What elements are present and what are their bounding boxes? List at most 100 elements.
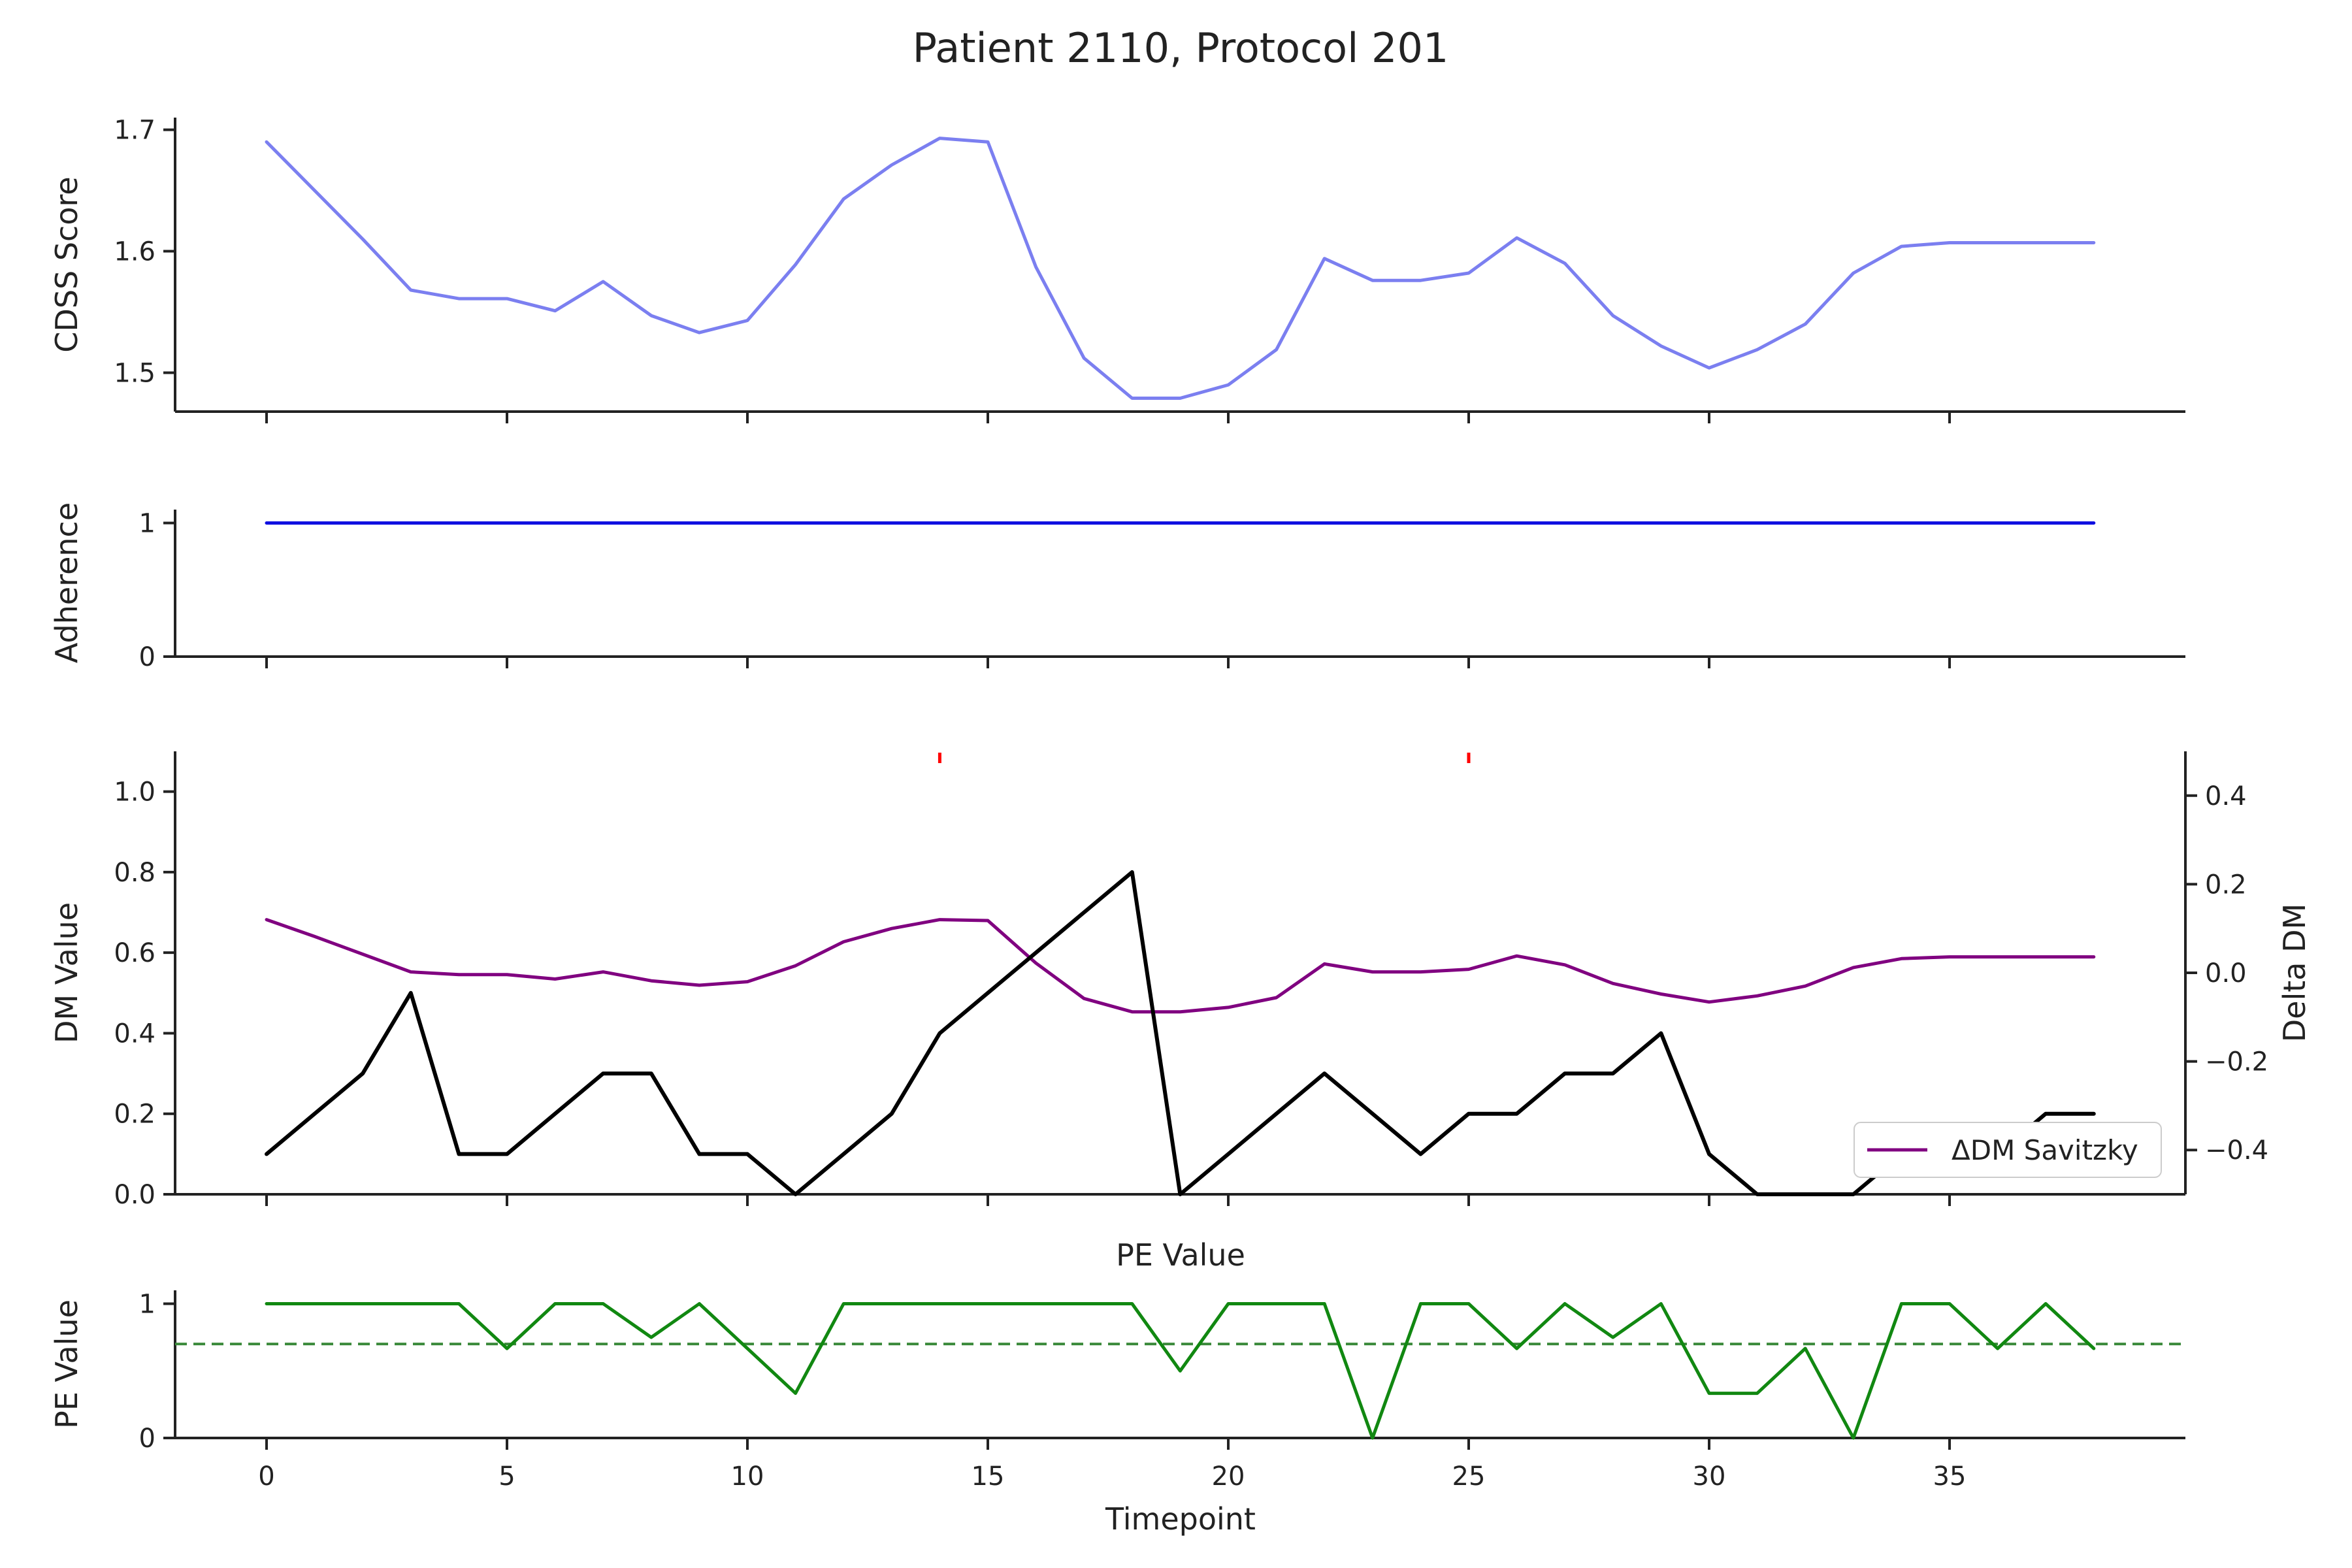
pe-value-point: [1611, 1335, 1615, 1339]
pe-value-point: [1178, 1369, 1182, 1373]
y-axis-label: DM Value: [49, 902, 84, 1043]
y-right-tick-label: 0.2: [2205, 870, 2247, 900]
delta-dm-point: [1996, 955, 2000, 959]
delta-dm-point: [1948, 955, 1952, 959]
dm-value-point: [1803, 1192, 1807, 1196]
cdss-score-point: [986, 140, 990, 144]
dm-value-point: [1515, 1112, 1519, 1116]
pe-value-point: [1852, 1436, 1855, 1440]
cdss-score-point: [1707, 366, 1711, 370]
pe-value-point: [553, 1302, 557, 1306]
y-right-tick-label: −0.2: [2205, 1047, 2268, 1077]
y-tick-label: 0: [139, 642, 155, 672]
delta-dm-point: [1371, 970, 1375, 974]
delta-dm-point: [1467, 968, 1471, 972]
cdss-score-point: [1563, 261, 1567, 265]
pe-value-point: [1996, 1347, 2000, 1350]
pe-value-point: [697, 1302, 701, 1306]
dm-value-point: [1178, 1192, 1182, 1196]
delta-dm-point: [1130, 1010, 1134, 1014]
x-tick-label: 20: [1212, 1462, 1245, 1492]
delta-dm-point: [553, 977, 557, 981]
pe-value-point: [745, 1347, 749, 1350]
x-tick-label: 10: [731, 1462, 764, 1492]
dm-value-point: [601, 1071, 605, 1075]
cdss-score-point: [1515, 236, 1519, 240]
delta-dm-point: [1659, 992, 1663, 996]
y-tick-label: 1: [139, 1290, 155, 1320]
pe-value-point: [457, 1302, 461, 1306]
dm-value-point: [890, 1112, 894, 1116]
dm-value-point: [1418, 1152, 1422, 1156]
cdss-score-point: [553, 309, 557, 313]
cdss-score-point: [1371, 278, 1375, 282]
dm-value-line: [265, 870, 2096, 1196]
x-tick-label: 5: [498, 1462, 515, 1492]
x-tick-label: 0: [258, 1462, 274, 1492]
cdss-score-point: [1226, 383, 1230, 387]
pe-value-point: [313, 1302, 317, 1306]
y-tick-label: 1.5: [114, 358, 155, 388]
dm-value-point: [1467, 1112, 1471, 1116]
pe-value-point: [2044, 1302, 2048, 1306]
pe-value-point: [841, 1302, 845, 1306]
delta-dm-point: [1178, 1010, 1182, 1014]
dm-value-point: [1611, 1071, 1615, 1075]
cdss-score-point: [1034, 265, 1038, 269]
dm-value-point: [1563, 1071, 1567, 1075]
y-axis-right-label: Delta DM: [2277, 904, 2312, 1042]
pe-value-point: [505, 1347, 509, 1350]
pe-value-point: [1034, 1302, 1038, 1306]
dm-value-point: [1322, 1071, 1326, 1075]
delta-dm-point: [1852, 966, 1855, 970]
dm-value-point: [1226, 1152, 1230, 1156]
delta-dm-point: [1515, 954, 1519, 958]
y-axis-label: CDSS Score: [49, 176, 84, 352]
delta-dm-point: [938, 918, 941, 922]
cdss-score-point: [1996, 241, 2000, 245]
y-tick-label: 0.0: [114, 1180, 155, 1210]
cdss-score-point: [1756, 348, 1759, 351]
delta-dm-point: [1899, 956, 1903, 960]
cdss-score-line: [265, 137, 2096, 400]
pe-value-point: [1130, 1302, 1134, 1306]
delta-dm-point: [1034, 961, 1038, 965]
delta-dm-point: [1756, 994, 1759, 998]
pe-value-point: [1467, 1302, 1471, 1306]
cdss-score-point: [745, 319, 749, 323]
dm-value-point: [409, 991, 413, 995]
cdss-score-point: [2092, 241, 2096, 245]
x-axis-label: Timepoint: [1105, 1501, 1256, 1537]
dm-value-point: [1756, 1192, 1759, 1196]
pe-value-point: [1803, 1347, 1807, 1350]
cdss-score-point: [265, 140, 269, 144]
dm-value-point: [938, 1032, 941, 1036]
pe-value-point: [649, 1335, 653, 1339]
dm-value-point: [313, 1112, 317, 1116]
legend-label-delta-dm: ΔDM Savitzky: [1952, 1134, 2138, 1166]
cdss-score-point: [1322, 257, 1326, 261]
dm-value-point: [1707, 1152, 1711, 1156]
pe-value-point: [409, 1302, 413, 1306]
cdss-score-point: [1899, 244, 1903, 248]
delta-dm-point: [313, 934, 317, 938]
dm-value-point: [1659, 1032, 1663, 1036]
pe-value-point: [1082, 1302, 1086, 1306]
cdss-score-point: [457, 297, 461, 301]
cdss-score-point: [409, 288, 413, 292]
cdss-score-point: [1948, 241, 1952, 245]
delta-dm-point: [2092, 955, 2096, 959]
pe-value-point: [1371, 1436, 1375, 1440]
delta-dm-point: [890, 926, 894, 930]
pe-value-point: [1707, 1392, 1711, 1396]
delta-dm-point: [841, 940, 845, 944]
delta-dm-point: [986, 919, 990, 923]
cdss-score-point: [1852, 271, 1855, 275]
chart-legend: ΔDM Savitzky: [1854, 1122, 2162, 1178]
x-tick-label: 15: [972, 1462, 1005, 1492]
cdss-score-point: [841, 197, 845, 201]
dm-value-point: [745, 1152, 749, 1156]
pe-value-point: [265, 1302, 269, 1306]
delta-dm-point: [601, 970, 605, 974]
